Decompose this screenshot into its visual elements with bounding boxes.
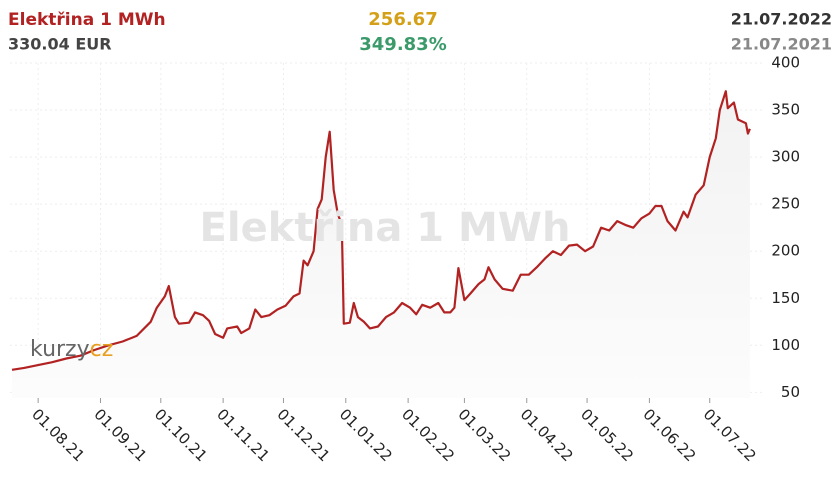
x-tick-label: 01.09.21 (90, 405, 150, 465)
y-tick-label: 250 (771, 195, 800, 213)
y-tick-label: 200 (771, 242, 800, 260)
date-prev: 21.07.2021 (731, 35, 832, 54)
x-tick-label: 01.04.22 (517, 405, 577, 465)
price: 330.04 EUR (8, 35, 112, 54)
y-tick-label: 150 (771, 289, 800, 307)
x-tick-label: 01.05.22 (577, 405, 637, 465)
x-tick-label: 01.02.22 (398, 405, 458, 465)
logo-a: kurzy (30, 337, 90, 362)
x-tick-label: 01.07.22 (700, 405, 760, 465)
y-tick-label: 350 (771, 101, 800, 119)
percent: 349.83% (359, 34, 447, 55)
area (12, 91, 750, 398)
y-tick-label: 100 (771, 336, 800, 354)
y-tick-label: 50 (781, 383, 800, 401)
x-tick-label: 01.10.21 (151, 405, 211, 465)
x-tick-label: 01.08.21 (28, 405, 88, 465)
watermark: Elektřina 1 MWh (200, 205, 571, 251)
y-tick-label: 300 (771, 148, 800, 166)
line (11, 90, 751, 371)
x-tick-label: 01.11.21 (213, 405, 273, 465)
logo: kurzycz (30, 337, 113, 362)
x-tick-label: 01.06.22 (639, 405, 699, 465)
change: 256.67 (368, 9, 437, 30)
x-tick-label: 01.03.22 (454, 405, 514, 465)
logo-b: cz (90, 337, 114, 362)
y-tick-label: 400 (771, 54, 800, 72)
title: Elektřina 1 MWh (8, 10, 166, 30)
x-tick-label: 01.12.21 (273, 405, 333, 465)
x-tick-label: 01.01.22 (336, 405, 396, 465)
date: 21.07.2022 (731, 10, 832, 29)
